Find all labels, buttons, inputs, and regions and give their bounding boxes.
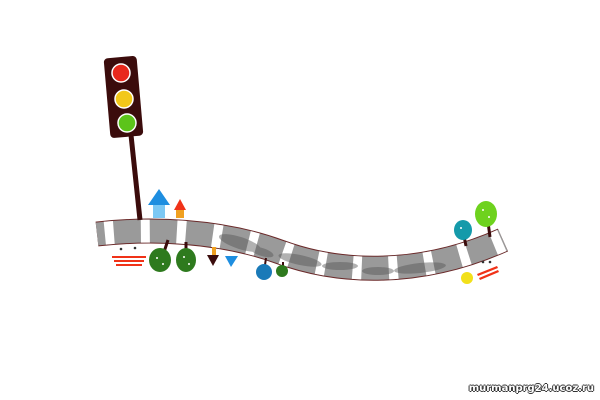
red-house	[174, 199, 186, 218]
red-stripes-left	[112, 246, 146, 266]
trees	[149, 201, 497, 284]
yellow-ball	[461, 272, 473, 284]
tree-icon	[256, 264, 272, 280]
tree-icon	[454, 220, 472, 240]
tree-icon	[475, 201, 497, 227]
red-stripes-right	[477, 260, 499, 280]
watermark: murmanprg24.ucoz.ru	[468, 383, 594, 394]
traffic-light	[103, 56, 144, 221]
tree-icon	[149, 248, 171, 272]
road	[95, 218, 509, 281]
tree-icon	[276, 265, 288, 277]
red-light	[111, 63, 131, 83]
green-light	[117, 113, 137, 133]
blue-house	[148, 189, 170, 218]
traffic-light-pole	[128, 134, 143, 221]
tree-icon	[176, 248, 196, 272]
yellow-light	[114, 89, 134, 109]
road-shadows	[218, 234, 446, 275]
small-triangles	[207, 247, 238, 267]
tree-dots	[156, 209, 490, 265]
